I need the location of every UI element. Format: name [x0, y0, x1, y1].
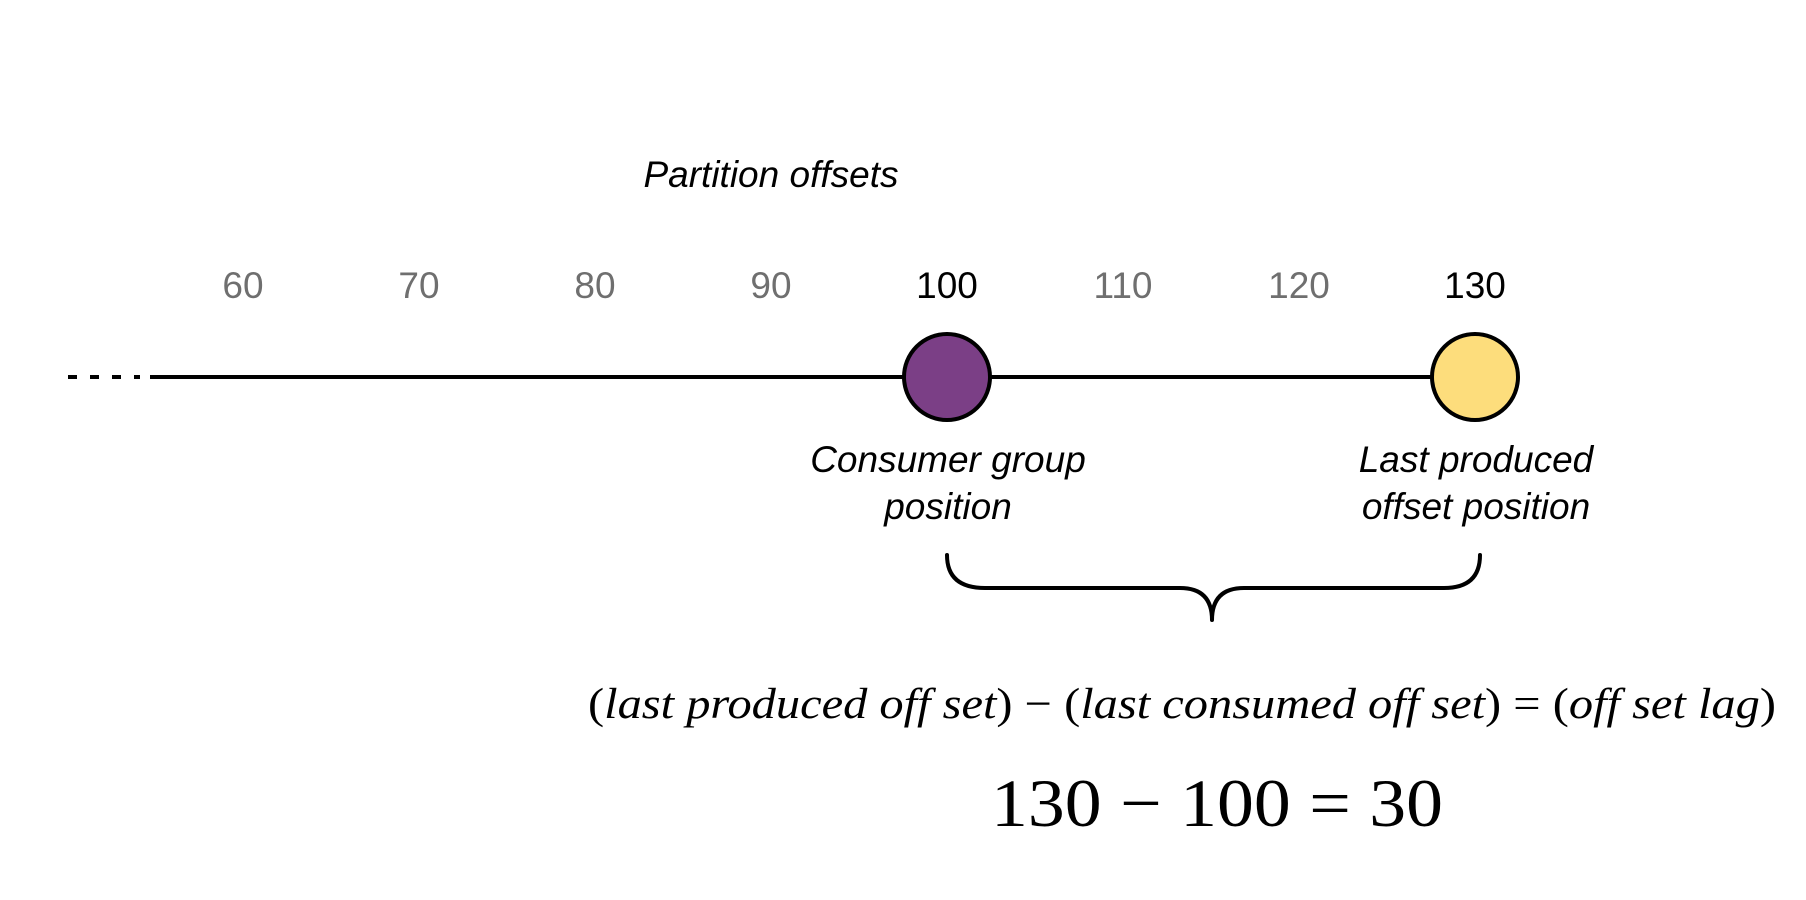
consumer-label-line-1: Consumer group	[810, 439, 1086, 480]
producer-label-line-2: offset position	[1362, 486, 1590, 527]
lag-formula: (last produced off set) − (last consumed…	[588, 681, 1776, 728]
tick-label-110: 110	[1094, 265, 1153, 306]
last-produced-marker	[1430, 332, 1520, 422]
lag-result-equation: 130 − 100 = 30	[991, 765, 1443, 841]
formula-close-paren-3: )	[1760, 681, 1776, 728]
tick-label-90: 90	[750, 265, 791, 306]
consumer-position-label: Consumer group position	[810, 439, 1086, 527]
tick-label-60: 60	[222, 265, 263, 306]
tick-label-130: 130	[1444, 265, 1506, 306]
producer-label-line-1: Last produced	[1359, 439, 1595, 480]
diagram-title: Partition offsets	[643, 154, 898, 195]
consumer-label-line-2: position	[883, 486, 1012, 527]
formula-minus: −	[1013, 681, 1065, 728]
offset-tick-labels: 60 70 80 90 100 110 120 130	[222, 265, 1505, 306]
formula-close-paren-2: )	[1485, 681, 1501, 728]
formula-term-last-produced: last produced off set	[604, 681, 997, 728]
tick-label-70: 70	[398, 265, 439, 306]
formula-term-offset-lag: off set lag	[1569, 681, 1760, 728]
formula-close-paren-1: )	[996, 681, 1012, 728]
consumer-position-marker	[902, 332, 992, 422]
last-produced-label: Last produced offset position	[1359, 439, 1595, 527]
formula-equals: =	[1501, 681, 1553, 728]
formula-term-last-consumed: last consumed off set	[1080, 681, 1486, 728]
lag-brace	[945, 553, 1482, 622]
tick-label-80: 80	[574, 265, 615, 306]
formula-open-paren-3: (	[1553, 681, 1569, 728]
formula-open-paren-2: (	[1064, 681, 1080, 728]
tick-label-120: 120	[1268, 265, 1330, 306]
tick-label-100: 100	[916, 265, 978, 306]
formula-open-paren-1: (	[588, 681, 604, 728]
